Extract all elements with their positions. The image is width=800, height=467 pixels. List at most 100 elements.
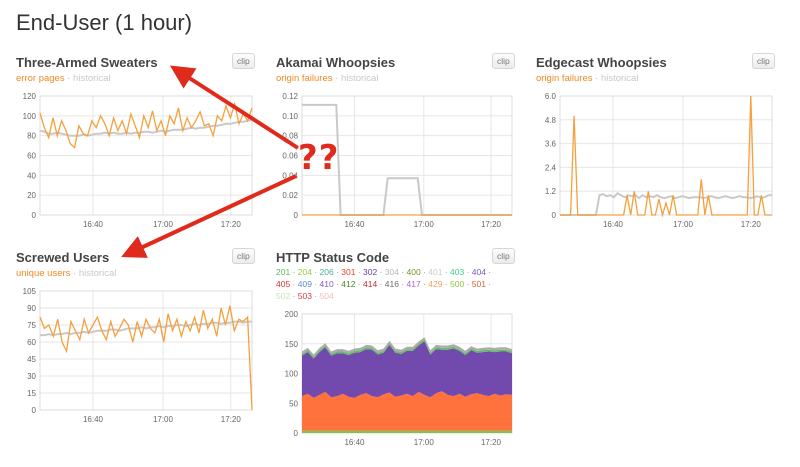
y-tick-label: 0 <box>32 211 37 220</box>
x-tick-label: 17:00 <box>414 438 435 447</box>
legend-separator: · <box>420 279 429 289</box>
series-toggle-active[interactable]: origin failures <box>536 73 593 84</box>
x-tick-label: 17:00 <box>673 220 694 229</box>
y-tick-label: 60 <box>27 152 36 161</box>
x-tick-label: 17:20 <box>741 220 762 229</box>
separator: · <box>64 73 74 84</box>
legend-item-403[interactable]: 403 <box>450 267 465 277</box>
panel-subtitle: unique users · historical <box>16 268 256 279</box>
y-tick-label: 150 <box>285 340 299 349</box>
plot-frame <box>559 95 773 216</box>
separator: · <box>70 268 79 279</box>
legend-separator: · <box>442 267 450 277</box>
panel-subtitle: error pages · historical <box>16 73 256 84</box>
y-tick-label: 15 <box>27 389 36 398</box>
legend-item-416[interactable]: 416 <box>384 279 399 289</box>
legend-item-501[interactable]: 501 <box>471 279 486 289</box>
page-title: End-User (1 hour) <box>16 10 193 35</box>
y-tick-label: 0.12 <box>282 92 298 101</box>
legend-separator: · <box>311 291 320 301</box>
series-line-main <box>560 95 772 218</box>
y-tick-label: 45 <box>27 355 36 364</box>
legend-item-302[interactable]: 302 <box>363 267 378 277</box>
x-tick-label: 17:20 <box>481 220 502 229</box>
series-toggle-historical[interactable]: historical <box>78 268 117 279</box>
clip-button[interactable]: clip <box>492 248 515 264</box>
legend-item-201[interactable]: 201 <box>276 267 291 277</box>
area-series <box>302 341 512 398</box>
y-tick-label: 4.8 <box>545 116 557 125</box>
panel-edgecast-whoopsies: Edgecast Whoopsies origin failures · his… <box>536 53 776 84</box>
series-toggle-historical[interactable]: historical <box>600 73 639 84</box>
legend-item-304[interactable]: 304 <box>384 267 399 277</box>
series-toggle-historical[interactable]: historical <box>73 73 111 84</box>
x-tick-label: 16:40 <box>83 415 104 424</box>
status-code-legend: 201 · 204 · 206 · 301 · 302 · 304 · 400 … <box>276 266 506 302</box>
legend-item-414[interactable]: 414 <box>363 279 378 289</box>
legend-separator: · <box>420 267 429 277</box>
legend-item-400[interactable]: 400 <box>406 267 421 277</box>
panel-title: Screwed Users <box>16 250 110 265</box>
y-tick-label: 0.06 <box>282 152 298 161</box>
legend-item-206[interactable]: 206 <box>319 267 334 277</box>
legend-item-502[interactable]: 502 <box>276 291 291 301</box>
legend-item-500[interactable]: 500 <box>450 279 465 289</box>
series-toggle-historical[interactable]: historical <box>340 73 379 84</box>
separator: · <box>592 73 601 84</box>
legend-item-410[interactable]: 410 <box>319 279 334 289</box>
x-tick-label: 16:40 <box>83 220 104 229</box>
legend-separator: · <box>290 279 298 289</box>
legend-item-301[interactable]: 301 <box>341 267 356 277</box>
x-tick-label: 16:40 <box>344 220 365 229</box>
y-tick-label: 6.0 <box>545 92 557 101</box>
x-tick-label: 16:40 <box>603 220 624 229</box>
legend-item-204[interactable]: 204 <box>297 267 312 277</box>
plot-frame <box>39 290 253 411</box>
separator: · <box>332 73 341 84</box>
legend-separator: · <box>333 267 342 277</box>
area-series <box>302 337 512 357</box>
y-tick-label: 80 <box>27 132 36 141</box>
legend-item-429[interactable]: 429 <box>428 279 443 289</box>
clip-button[interactable]: clip <box>492 53 515 69</box>
series-line-main <box>39 305 253 411</box>
panel-http-status-code: HTTP Status Code clip <box>276 248 516 265</box>
y-tick-label: 2.4 <box>545 163 557 172</box>
legend-separator: · <box>398 267 407 277</box>
chart-three-armed-sweaters: 120 100 80 60 40 20 0 16:40 17:00 17:20 <box>23 92 253 229</box>
area-series <box>302 339 512 359</box>
legend-separator: · <box>464 267 472 277</box>
y-tick-label: 90 <box>27 304 36 313</box>
y-tick-label: 0.10 <box>282 112 298 121</box>
legend-item-401[interactable]: 401 <box>428 267 443 277</box>
legend-item-417[interactable]: 417 <box>406 279 421 289</box>
clip-button[interactable]: clip <box>752 53 775 69</box>
x-tick-label: 17:20 <box>221 415 242 424</box>
legend-item-405[interactable]: 405 <box>276 279 291 289</box>
legend-item-404[interactable]: 404 <box>471 267 486 277</box>
x-tick-label: 17:00 <box>153 220 174 229</box>
series-toggle-active[interactable]: error pages <box>16 73 65 84</box>
series-toggle-active[interactable]: unique users <box>16 268 71 279</box>
y-tick-label: 0 <box>294 429 299 438</box>
legend-separator: · <box>485 267 492 277</box>
x-tick-label: 17:20 <box>481 438 502 447</box>
axes: 120 100 80 60 40 20 0 16:40 17:00 17:20 <box>23 92 253 229</box>
legend-item-504[interactable]: 504 <box>319 291 334 301</box>
clip-button[interactable]: clip <box>232 53 255 69</box>
y-tick-label: 200 <box>285 310 299 319</box>
legend-separator: · <box>485 279 492 289</box>
legend-item-503[interactable]: 503 <box>297 291 312 301</box>
series-toggle-active[interactable]: origin failures <box>276 73 333 84</box>
legend-separator: · <box>464 279 472 289</box>
y-tick-label: 100 <box>23 112 37 121</box>
x-tick-label: 17:20 <box>221 220 242 229</box>
clip-button[interactable]: clip <box>232 248 255 264</box>
panel-subtitle: origin failures · historical <box>536 73 776 84</box>
legend-item-409[interactable]: 409 <box>297 279 312 289</box>
legend-separator: · <box>377 267 385 277</box>
y-tick-label: 0.02 <box>282 191 298 200</box>
legend-item-412[interactable]: 412 <box>341 279 356 289</box>
legend-separator: · <box>311 267 320 277</box>
chart-screwed-users: 105 90 75 60 45 30 15 0 16:40 17:00 17:20 <box>23 287 253 424</box>
